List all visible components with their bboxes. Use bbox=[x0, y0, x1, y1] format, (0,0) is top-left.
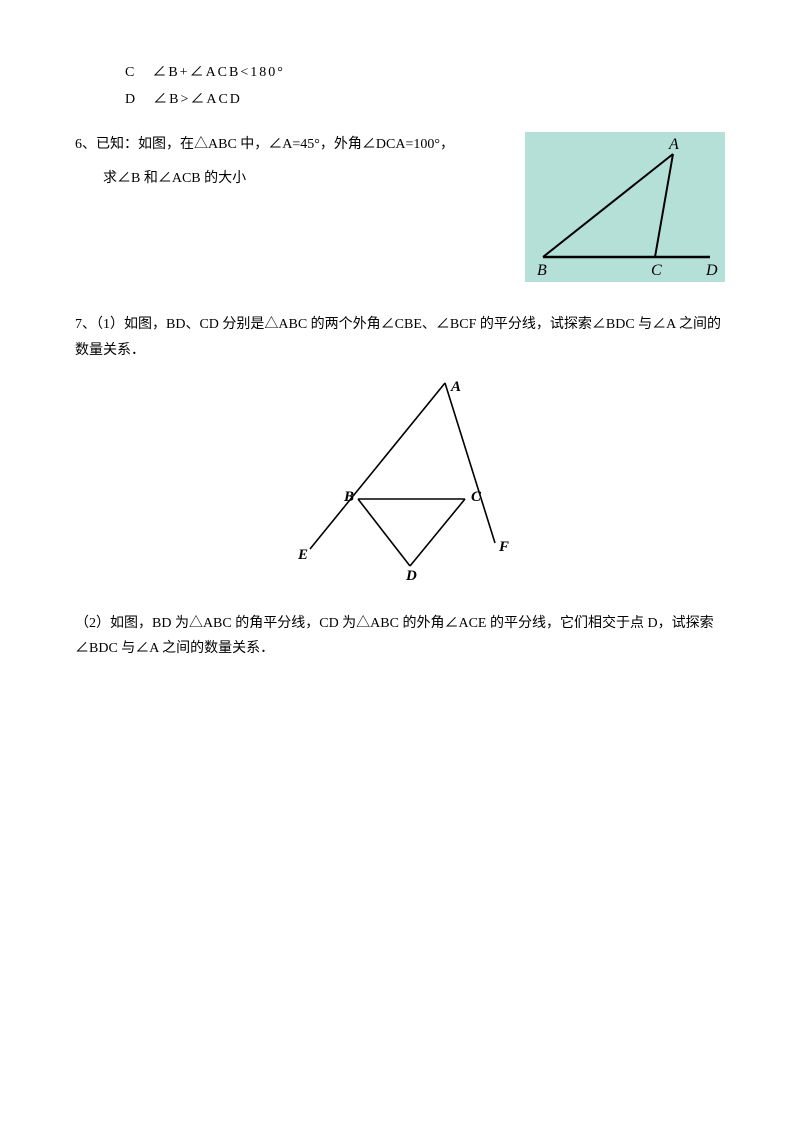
problem-6: ABCD 6、已知：如图，在△ABC 中，∠A=45°，外角∠DCA=100°，… bbox=[75, 132, 725, 282]
svg-text:B: B bbox=[343, 489, 354, 505]
problem-7-1: 7、（1）如图，BD、CD 分别是△ABC 的两个外角∠CBE、∠BCF 的平分… bbox=[75, 312, 725, 580]
figure-bisectors: A B C D E F bbox=[75, 371, 725, 581]
options-block: C ∠B+∠ACB<180° D ∠B>∠ACD bbox=[125, 60, 725, 112]
problem7-1-text: 7、（1）如图，BD、CD 分别是△ABC 的两个外角∠CBE、∠BCF 的平分… bbox=[75, 312, 725, 362]
svg-text:E: E bbox=[297, 547, 308, 563]
svg-text:B: B bbox=[537, 262, 547, 279]
svg-text:C: C bbox=[471, 489, 482, 505]
svg-text:A: A bbox=[450, 379, 461, 395]
svg-text:A: A bbox=[668, 136, 679, 153]
svg-text:D: D bbox=[405, 568, 417, 581]
svg-text:D: D bbox=[705, 262, 718, 279]
problem7-2-text: （2）如图，BD 为△ABC 的角平分线，CD 为△ABC 的外角∠ACE 的平… bbox=[75, 611, 725, 661]
problem-7-2: （2）如图，BD 为△ABC 的角平分线，CD 为△ABC 的外角∠ACE 的平… bbox=[75, 611, 725, 661]
svg-text:C: C bbox=[651, 262, 662, 279]
figure-triangle-abc: A B C D bbox=[525, 132, 725, 282]
svg-text:F: F bbox=[498, 539, 509, 555]
option-c: C ∠B+∠ACB<180° bbox=[125, 60, 725, 85]
option-d: D ∠B>∠ACD bbox=[125, 87, 725, 112]
